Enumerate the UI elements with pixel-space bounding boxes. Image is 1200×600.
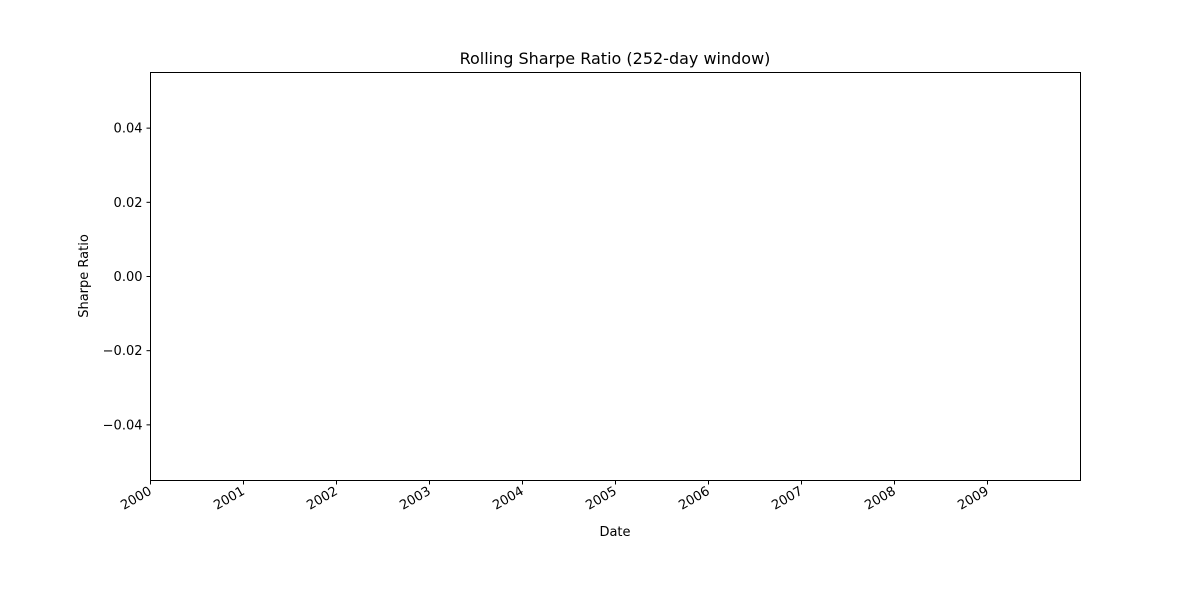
x-tick-label: 2003 [397,484,433,514]
y-tick-label: 0.00 [114,270,143,285]
y-tick-label: −0.04 [103,418,143,433]
x-tick-label: 2009 [955,484,991,514]
x-axis-label: Date [599,525,630,540]
x-tick-label: 2000 [118,484,154,514]
x-tick-label: 2001 [211,484,247,514]
y-tick-label: −0.02 [103,344,143,359]
y-axis-label: Sharpe Ratio [77,234,92,318]
y-axis: 0.04 0.02 0.00 −0.02 −0.04 [103,122,151,433]
x-tick-label: 2002 [304,484,340,514]
y-tick-label: 0.04 [114,122,143,137]
x-tick-label: 2005 [583,484,619,514]
x-tick-label: 2004 [490,484,526,514]
x-tick-label: 2007 [769,484,805,514]
x-tick-label: 2006 [676,484,712,514]
y-tick-label: 0.02 [114,196,143,211]
x-tick-label: 2008 [862,484,898,514]
plot-area [150,72,1081,481]
chart-title: Rolling Sharpe Ratio (252-day window) [460,49,771,68]
x-axis: 2000 2001 2002 2003 2004 2005 2006 2007 2008 2009 [118,480,992,514]
